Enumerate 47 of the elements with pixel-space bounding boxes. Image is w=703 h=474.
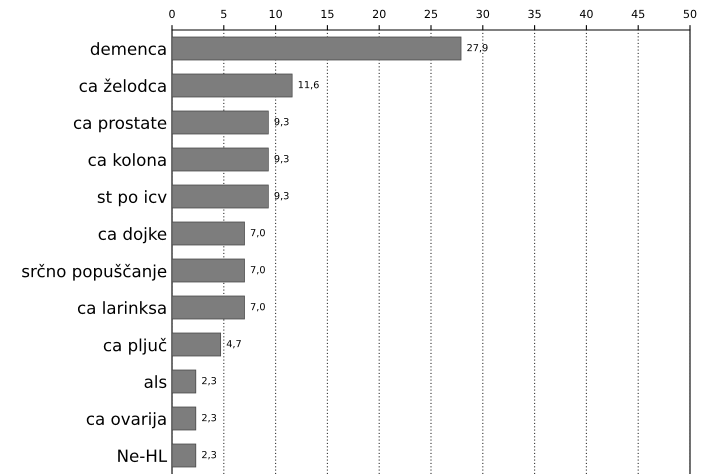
x-tick-label: 20 — [372, 10, 386, 18]
data-label: 4,7 — [226, 340, 241, 348]
data-label: 2,3 — [202, 450, 216, 460]
bar — [172, 148, 269, 172]
y-tick-label: ca kolona — [88, 153, 166, 166]
y-tick-label: st po icv — [98, 190, 167, 206]
data-label: 27,9 — [467, 44, 488, 52]
y-tick-label: ca želodca — [80, 78, 166, 92]
x-tick-label: 25 — [424, 10, 438, 18]
data-label: 11,6 — [298, 80, 319, 90]
data-label: 7,0 — [250, 302, 265, 312]
y-tick-label: demenca — [90, 42, 166, 56]
bar — [172, 258, 245, 282]
bar — [172, 332, 222, 356]
bar — [172, 184, 269, 208]
data-label: 9,3 — [274, 192, 289, 200]
x-tick-label: 0 — [169, 10, 175, 18]
y-tick-label: ca prostate — [74, 117, 166, 132]
bar — [172, 222, 245, 246]
x-tick-label: 15 — [322, 10, 334, 18]
x-tick-label: 50 — [684, 10, 696, 18]
data-label: 7,0 — [250, 266, 265, 274]
bar — [172, 110, 269, 134]
y-tick-label: als — [144, 375, 166, 388]
data-label: 2,3 — [202, 376, 216, 386]
bar — [172, 296, 245, 320]
y-tick-label: ca ovarija — [86, 412, 166, 428]
y-tick-label: ca dojke — [98, 227, 166, 244]
bar — [172, 406, 196, 430]
x-tick-label: 10 — [270, 10, 282, 18]
y-tick-label: Ne-HL — [118, 450, 168, 462]
data-label: 2,3 — [202, 414, 216, 422]
data-label: 9,3 — [274, 154, 289, 164]
bar — [172, 444, 196, 468]
data-label: 9,3 — [274, 118, 289, 126]
y-tick-label: ca pljuč — [104, 338, 166, 355]
x-tick-label: 45 — [632, 10, 644, 18]
data-label: 7,0 — [250, 228, 265, 238]
bar — [172, 74, 293, 98]
y-tick-label: srčno popuščanje — [22, 264, 166, 281]
x-tick-label: 30 — [476, 10, 490, 18]
bar — [172, 370, 196, 394]
bar — [172, 36, 462, 60]
y-tick-label: ca larinksa — [78, 301, 166, 314]
x-tick-label: 40 — [580, 10, 593, 18]
x-tick-label: 5 — [221, 10, 226, 18]
x-tick-label: 35 — [528, 10, 541, 18]
